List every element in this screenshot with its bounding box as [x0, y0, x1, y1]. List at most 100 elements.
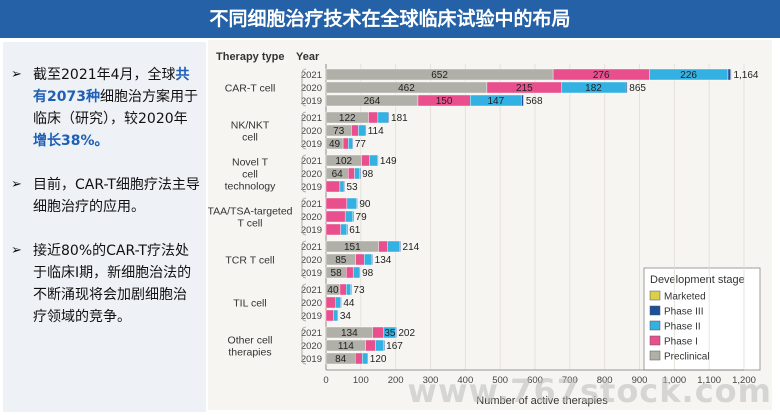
bar-segment-p1: [348, 167, 355, 180]
bullet-arrow-icon: ➢: [11, 243, 22, 258]
therapy-group-label-line: therapies: [228, 347, 271, 359]
bar-segment-marketed: [730, 68, 732, 81]
bar-value-label: 182: [585, 83, 602, 94]
bar-segment-p1: [355, 352, 363, 365]
bullet-text: 截至2021年4月，全球: [33, 67, 176, 83]
bar-segment-p3: [371, 253, 373, 266]
bar-value-label: 276: [593, 70, 610, 81]
bar-segment-p1: [372, 326, 385, 339]
bar-total-label: 90: [359, 199, 371, 210]
bullet-arrow-icon: ➢: [11, 177, 22, 192]
x-tick-label: 900: [632, 375, 648, 386]
x-tick-label: 800: [597, 375, 613, 386]
year-label: 2020: [301, 126, 322, 137]
bar-segment-p3: [395, 326, 398, 339]
x-axis-label: Number of active therapies: [476, 395, 608, 407]
bar-segment-p2: [346, 283, 351, 296]
bar-segment-p2: [377, 111, 389, 124]
bullet-text: 细胞治方案用于临床（研究），较2020年: [33, 89, 198, 127]
year-label: 2021: [301, 113, 322, 124]
bar-segment-p3: [352, 137, 354, 150]
bar-value-label: 264: [364, 96, 381, 107]
legend-box: [643, 267, 761, 371]
group-bracket: [301, 197, 307, 236]
bar-value-label: 49: [329, 139, 341, 150]
bar-segment-p3: [399, 240, 401, 253]
bar-value-label: 652: [431, 70, 448, 81]
therapy-group-label-line: Novel T: [232, 157, 269, 169]
bar-value-label: 215: [516, 83, 533, 94]
bar-segment-p3: [350, 283, 352, 296]
bar-segment-p2: [335, 296, 341, 309]
bar-segment-p2: [346, 197, 357, 210]
bar-segment-p2: [354, 167, 360, 180]
bar-total-label: 202: [398, 328, 415, 339]
x-tick-label: 300: [423, 375, 439, 386]
year-label: 2019: [301, 311, 322, 322]
x-tick-label: 1,200: [732, 375, 756, 386]
year-label: 2019: [301, 225, 322, 236]
bar-value-label: 64: [332, 169, 344, 180]
year-label: 2020: [301, 255, 322, 266]
bar-total-label: 73: [353, 285, 365, 296]
bar-segment-p3: [346, 223, 348, 236]
bar-segment-p3: [625, 81, 628, 94]
year-label: 2019: [301, 139, 322, 150]
bar-segment-p3: [359, 167, 361, 180]
year-label: 2021: [301, 328, 322, 339]
bar-segment-p1: [351, 124, 359, 137]
year-label: 2020: [301, 169, 322, 180]
therapy-group-label-line: cell: [242, 132, 258, 144]
bar-total-label: 568: [526, 96, 543, 107]
year-label: 2021: [301, 70, 322, 81]
year-label: 2019: [301, 96, 322, 107]
bar-value-label: 35: [384, 328, 396, 339]
therapy-group-label-line: TAA/TSA-targeted: [208, 206, 293, 218]
bar-segment-marketed: [626, 81, 628, 94]
bar-segment-p2: [368, 154, 378, 167]
bullet-text: 目前，CAR-T细胞疗法主导细胞治疗的应用。: [33, 177, 200, 215]
legend-title: Development stage: [650, 274, 745, 286]
bar-segment-p3: [727, 68, 731, 81]
year-label: 2020: [301, 341, 322, 352]
bar-value-label: 147: [487, 96, 504, 107]
bullet-arrow-icon: ➢: [11, 67, 22, 82]
bar-total-label: 98: [362, 268, 374, 279]
year-label: 2021: [301, 285, 322, 296]
bar-total-label: 181: [391, 113, 408, 124]
x-tick-label: 1,100: [697, 375, 721, 386]
legend-swatch: [649, 320, 661, 331]
bar-total-label: 79: [356, 212, 368, 223]
bar-segment-p1: [325, 309, 334, 322]
legend-label: Phase III: [664, 307, 703, 318]
legend: Development stage: [643, 267, 761, 371]
bar-segment-p3: [356, 197, 358, 210]
bar-value-label: 102: [335, 156, 352, 167]
bar-segment-p1: [325, 197, 348, 210]
bar-segment-p2: [339, 180, 345, 193]
bar-segment-p1: [365, 339, 376, 352]
year-label: 2019: [301, 268, 322, 279]
x-tick-label: 200: [388, 375, 404, 386]
year-label: 2019: [301, 354, 322, 365]
group-bracket: [301, 111, 307, 150]
bar-total-label: 167: [386, 341, 403, 352]
legend-label: Phase I: [664, 337, 698, 348]
therapy-group-label: CAR-T cell: [225, 83, 276, 95]
bar-segment-p3: [521, 94, 524, 107]
bar-value-label: 73: [333, 126, 345, 137]
bar-value-label: 114: [338, 341, 354, 352]
legend-label: Marketed: [664, 292, 706, 303]
legend-swatch: [649, 290, 661, 301]
therapy-group-label: Other cell therapies: [228, 335, 273, 359]
year-label: 2019: [301, 182, 322, 193]
bar-value-label: 40: [327, 285, 339, 296]
therapy-group-label-line: technology: [225, 181, 277, 193]
bar-value-label: 150: [436, 96, 453, 107]
bar-value-label: 462: [398, 83, 415, 94]
therapy-group-label-line: CAR-T cell: [225, 83, 276, 95]
legend-swatch: [649, 350, 661, 361]
bar-total-label: 214: [403, 242, 420, 253]
bar-segment-p2: [362, 352, 368, 365]
